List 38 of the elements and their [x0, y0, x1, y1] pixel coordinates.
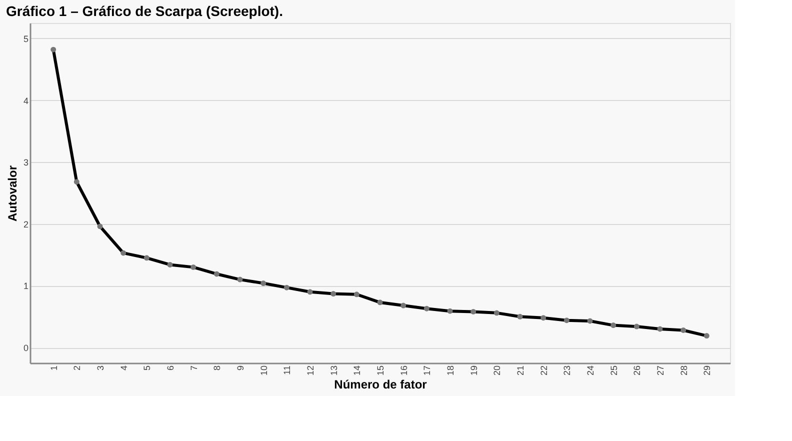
x-tick-label: 8: [212, 366, 222, 371]
x-tick-label: 11: [282, 366, 292, 375]
x-tick-label: 20: [492, 366, 502, 376]
x-tick-label: 12: [306, 366, 316, 376]
y-tick-label: 1: [23, 281, 28, 292]
x-tick-label: 5: [142, 366, 152, 371]
chart-title: Gráfico 1 – Gráfico de Scarpa (Screeplot).: [6, 3, 283, 19]
x-tick-label: 28: [678, 366, 689, 376]
x-tick-label: 29: [702, 366, 712, 376]
x-tick-label: 4: [118, 366, 129, 371]
x-tick-label: 24: [586, 366, 596, 376]
x-tick-label: 7: [188, 366, 199, 371]
x-tick-label: 19: [468, 366, 479, 376]
y-tick-label: 3: [23, 158, 28, 168]
x-axis-title: Número de fator: [334, 378, 428, 392]
x-tick-label: 6: [166, 366, 176, 371]
x-tick-label: 18: [446, 366, 456, 376]
x-tick-label: 27: [656, 366, 666, 376]
x-tick-label: 1: [48, 366, 59, 371]
x-tick-label: 2: [72, 366, 82, 371]
y-axis-title: Autovalor: [5, 165, 20, 222]
x-tick-label: 13: [328, 366, 339, 376]
x-tick-label: 15: [376, 366, 386, 376]
x-tick-label: 23: [562, 366, 572, 376]
y-tick-label: 0: [23, 343, 28, 354]
x-tick-label: 16: [398, 366, 409, 376]
x-tick-label: 26: [632, 366, 642, 376]
x-tick-label: 9: [236, 366, 246, 371]
x-tick-label: 21: [516, 366, 526, 376]
x-tick-label: 25: [608, 366, 619, 376]
x-tick-label: 17: [422, 366, 432, 376]
y-tick-label: 5: [23, 34, 28, 44]
y-tick-label: 4: [23, 96, 28, 106]
x-tick-label: 3: [96, 366, 106, 371]
x-tick-label: 22: [538, 366, 549, 376]
x-tick-label: 14: [352, 366, 362, 376]
x-tick-label: 10: [258, 366, 269, 376]
y-tick-label: 2: [23, 219, 28, 230]
